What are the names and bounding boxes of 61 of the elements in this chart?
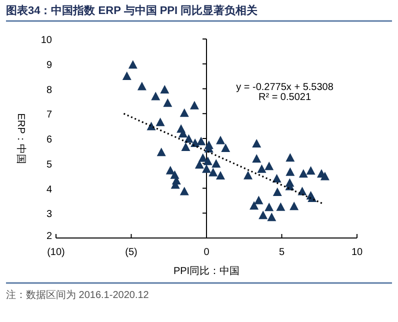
point [160,84,170,94]
x-tick-label: 10 [351,247,363,258]
x-tick-label: (5) [125,247,138,258]
point [194,160,204,169]
point [306,166,316,175]
y-tick-label: 2 [46,231,52,242]
point [156,118,165,126]
y-tick-label: 10 [40,35,52,46]
point [181,142,190,151]
y-tick-label: 4 [46,184,52,196]
point [252,138,262,148]
point [258,210,268,220]
point [151,92,160,100]
point [250,201,259,210]
point [267,212,276,222]
point [216,171,225,180]
point [286,153,295,162]
point [320,172,330,180]
point [257,164,266,173]
point [272,187,282,196]
x-tick-label: 0 [204,247,210,258]
x-tick-label: 5 [278,247,285,258]
point [156,148,166,156]
point [290,202,299,210]
point [166,166,175,174]
point [298,169,308,178]
point [272,174,282,183]
point [208,168,218,176]
point [286,167,295,176]
text: 注：数据区间为 2016.1-2020.12 [6,289,150,301]
y-tick-label: 9 [46,60,52,71]
point [216,136,225,144]
chart-title: 图表34：中国指数 ERP 与中国 PPI 同比显著负相关 [6,4,259,17]
point [244,170,253,180]
y-tick-label: 8 [46,84,52,96]
point [163,98,172,107]
annotation: y = -0.2775x + 5.5308 [236,82,334,93]
point [254,196,264,204]
point [221,143,230,152]
annotation: R² = 0.5021 [258,92,312,103]
point [196,136,206,146]
y-tick-label: 3 [46,209,52,220]
y-tick-label: 7 [46,110,52,121]
y-tick-label: 6 [46,134,52,146]
point [137,82,146,90]
x-tick-label: (10) [47,247,65,258]
point [212,159,221,168]
y-tick-label: 5 [46,159,52,170]
point [180,108,189,117]
point [252,154,262,163]
point [202,164,211,173]
point [128,60,138,69]
point [190,100,199,110]
point [180,186,189,196]
point [264,162,274,170]
point [203,156,212,166]
y-axis-title: ERP：中国 [15,113,27,164]
point [264,202,274,212]
point [122,72,132,80]
x-axis-title: PPI同比：中国 [173,265,240,277]
point [276,202,286,211]
